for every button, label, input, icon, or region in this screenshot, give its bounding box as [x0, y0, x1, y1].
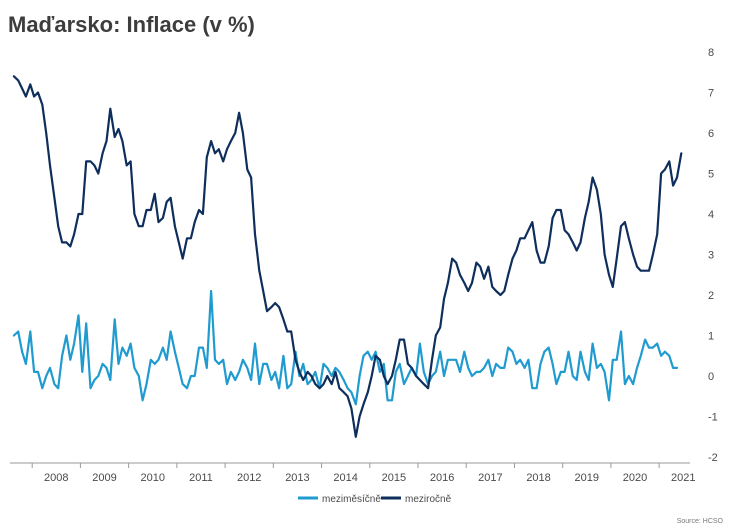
x-tick-label: 2019 [575, 472, 599, 484]
legend-label: meziročně [405, 494, 452, 505]
source-note: Source: HCSO [676, 518, 723, 525]
x-tick-label: 2015 [382, 472, 406, 484]
legend: meziměsíčně meziročně [298, 494, 452, 505]
y-tick-label: 8 [708, 47, 714, 59]
y-tick-label: -1 [708, 412, 718, 424]
y-tick-label: 0 [708, 371, 714, 383]
x-tick-label: 2011 [189, 472, 213, 484]
chart-title: Maďarsko: Inflace (v %) [8, 12, 255, 37]
y-tick-label: 1 [708, 331, 714, 343]
y-tick-label: -2 [708, 452, 718, 464]
y-tick-label: 3 [708, 250, 714, 262]
x-tick-label: 2014 [333, 472, 357, 484]
x-tick-label: 2008 [44, 472, 68, 484]
x-tick-label: 2012 [237, 472, 261, 484]
x-tick-label: 2009 [92, 472, 116, 484]
y-tick-label: 6 [708, 128, 714, 140]
x-tick-label: 2018 [526, 472, 550, 484]
x-tick-label: 2010 [141, 472, 165, 484]
x-axis: 2008 2009 2010 2011 2012 2013 2014 2015 2016 2017… [10, 462, 695, 484]
x-tick-label: 2021 [671, 472, 695, 484]
x-tick-label: 2017 [478, 472, 502, 484]
legend-label: meziměsíčně [322, 494, 381, 505]
series-layer [12, 75, 683, 438]
y-axis: 8 7 6 5 4 3 2 1 0 -1 -2 [708, 47, 718, 464]
y-tick-label: 7 [708, 88, 714, 100]
series-line-mom [12, 289, 679, 406]
series-line-yoy [12, 75, 683, 438]
x-tick-label: 2016 [430, 472, 454, 484]
x-tick-label: 2013 [285, 472, 309, 484]
y-tick-label: 4 [708, 209, 714, 221]
x-tick-label: 2020 [623, 472, 647, 484]
y-tick-label: 5 [708, 169, 714, 181]
y-tick-label: 2 [708, 290, 714, 302]
